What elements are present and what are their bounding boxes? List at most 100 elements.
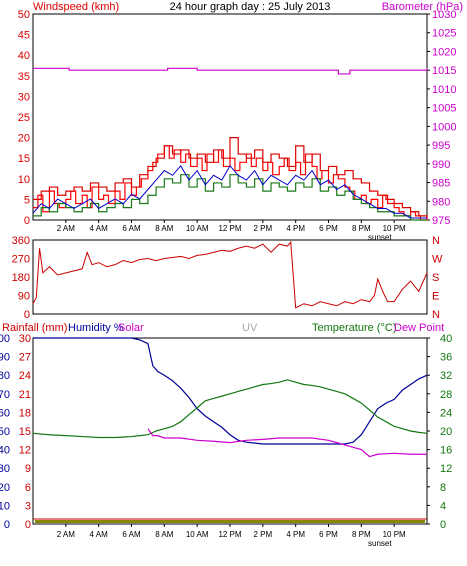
barometer-tick-label: 990 [432, 159, 450, 171]
barometer-axis-title: Barometer (hPa) [382, 1, 463, 13]
direction-tick-label: 90 [18, 291, 30, 303]
temperature-tick-label: 28 [440, 389, 452, 401]
wind-x-tick-label: 2 AM [57, 224, 76, 233]
windspeed-tick-label: 20 [18, 133, 30, 145]
temperature-tick-label: 12 [440, 463, 452, 475]
compass-label: N [432, 235, 440, 247]
wind-x-tick-labels: 2 AM 4 AM 6 AM 8 AM 10 AM 12 PM 2 PM 4 PM 6 PM 8 … [57, 220, 406, 233]
direction-tick-label: 0 [24, 309, 30, 321]
humidity-tick-label: 100 [0, 333, 10, 345]
rain-tick-label: 3 [25, 500, 31, 512]
rainfall-legend: Rainfall (mm) [2, 322, 67, 334]
wind-x-tick-label: 10 PM [383, 224, 406, 233]
uv-legend: UV [242, 322, 258, 334]
humidity-x-tick-label: 12 PM [218, 530, 241, 539]
humidity-temperature-series [32, 337, 428, 523]
windspeed-tick-label: 50 [18, 9, 30, 21]
barometer-tick-label: 1015 [432, 65, 456, 77]
compass-label: S [432, 272, 439, 284]
direction-series [32, 240, 428, 309]
windspeed-axis-title: Windspeed (kmh) [33, 1, 119, 13]
direction-plot-frame [32, 239, 428, 315]
series-line-humidity- [33, 337, 428, 445]
temperature-tick-labels: 0 4 8 12 16 20 24 28 32 36 40 [427, 333, 452, 531]
sunset-label: sunset [368, 233, 392, 242]
rain-tick-label: 15 [19, 426, 31, 438]
sunset-label-lower: sunset [368, 539, 392, 548]
rain-tick-label: 6 [25, 482, 31, 494]
rain-tick-label: 9 [25, 463, 31, 475]
rain-tick-label: 24 [19, 370, 31, 382]
barometer-tick-label: 995 [432, 140, 450, 152]
temperature-tick-label: 4 [440, 500, 446, 512]
temperature-legend: Temperature (°C) [312, 322, 396, 334]
wind-barometer-panel: Windspeed (kmh) 24 hour graph day : 25 J… [18, 1, 463, 242]
series-line-dew-point [147, 428, 427, 458]
humidity-x-tick-label: 4 AM [90, 530, 109, 539]
humidity-tick-label: 0 [4, 519, 10, 531]
humidity-tick-label: 60 [0, 407, 10, 419]
humidity-temperature-panel: Rainfall (mm) Humidity % Solar UV Temper… [0, 322, 452, 548]
wind-series [32, 67, 428, 221]
humidity-tick-label: 50 [0, 426, 10, 438]
wind-series-line-1 [33, 137, 428, 220]
barometer-tick-labels: 975 980 985 990 995 1000 1005 1010 1015 1020 1025 1… [432, 9, 456, 227]
humidity-x-tick-label: 2 AM [57, 530, 76, 539]
temperature-tick-label: 20 [440, 426, 452, 438]
barometer-tick-label: 985 [432, 178, 450, 190]
rain-humidity-tick-labels: 0 0 10 3 20 6 30 9 40 12 50 15 60 18 70 21 80 24 90 27 100 30 [0, 333, 31, 531]
barometer-tick-label: 1030 [432, 9, 456, 21]
wind-series-line-3 [33, 67, 428, 75]
windspeed-tick-label: 35 [18, 71, 30, 83]
wind-x-tick-label: 10 AM [186, 224, 209, 233]
wind-x-tick-label: 6 AM [122, 224, 141, 233]
windspeed-tick-label: 30 [18, 91, 30, 103]
barometer-tick-label: 1025 [432, 28, 456, 40]
windspeed-tick-label: 5 [24, 194, 30, 206]
rain-tick-label: 27 [19, 352, 31, 364]
humidity-x-tick-label: 6 AM [122, 530, 141, 539]
humidity-tick-label: 80 [0, 370, 10, 382]
compass-label: E [432, 291, 439, 303]
humidity-x-tick-label: 10 AM [186, 530, 209, 539]
humidity-x-tick-label: 6 PM [319, 530, 338, 539]
direction-line [32, 240, 428, 309]
rain-tick-label: 0 [25, 519, 31, 531]
humidity-x-tick-label: 2 PM [253, 530, 272, 539]
direction-tick-label: 360 [12, 235, 30, 247]
rain-tick-label: 12 [19, 445, 31, 457]
wind-x-tick-label: 2 PM [253, 224, 272, 233]
temperature-tick-label: 36 [440, 352, 452, 364]
humidity-legend: Humidity % [68, 322, 124, 334]
chart-title: 24 hour graph day : 25 July 2013 [170, 1, 331, 13]
windspeed-tick-label: 15 [18, 153, 30, 165]
rain-tick-label: 30 [19, 333, 31, 345]
direction-tick-label: 180 [12, 272, 30, 284]
humidity-tick-label: 20 [0, 482, 10, 494]
humidity-tick-label: 10 [0, 500, 10, 512]
temperature-tick-label: 24 [440, 407, 452, 419]
windspeed-tick-label: 10 [18, 174, 30, 186]
humidity-plot-frame [32, 337, 428, 525]
wind-x-tick-label: 8 AM [155, 224, 174, 233]
wind-x-tick-label: 6 PM [319, 224, 338, 233]
rain-tick-label: 21 [19, 389, 31, 401]
wind-x-tick-label: 8 PM [352, 224, 371, 233]
barometer-tick-label: 1000 [432, 121, 456, 133]
barometer-tick-label: 1020 [432, 46, 456, 58]
barometer-tick-label: 975 [432, 215, 450, 227]
wind-x-tick-label: 4 PM [286, 224, 305, 233]
dewpoint-legend: Dew Point [394, 322, 444, 334]
direction-tick-label: 270 [12, 254, 30, 266]
direction-tick-labels: 0 90 180 270 360 [12, 235, 30, 321]
rain-tick-label: 18 [19, 407, 31, 419]
solar-legend: Solar [118, 322, 144, 334]
windspeed-tick-label: 40 [18, 50, 30, 62]
humidity-x-tick-label: 8 PM [352, 530, 371, 539]
humidity-x-tick-labels: 2 AM 4 AM 6 AM 8 AM 10 AM 12 PM 2 PM 4 PM 6 PM 8 … [57, 524, 406, 539]
windspeed-tick-labels: 0 5 10 15 20 25 30 35 40 45 50 [18, 9, 30, 227]
humidity-x-tick-label: 4 PM [286, 530, 305, 539]
humidity-x-tick-label: 10 PM [383, 530, 406, 539]
